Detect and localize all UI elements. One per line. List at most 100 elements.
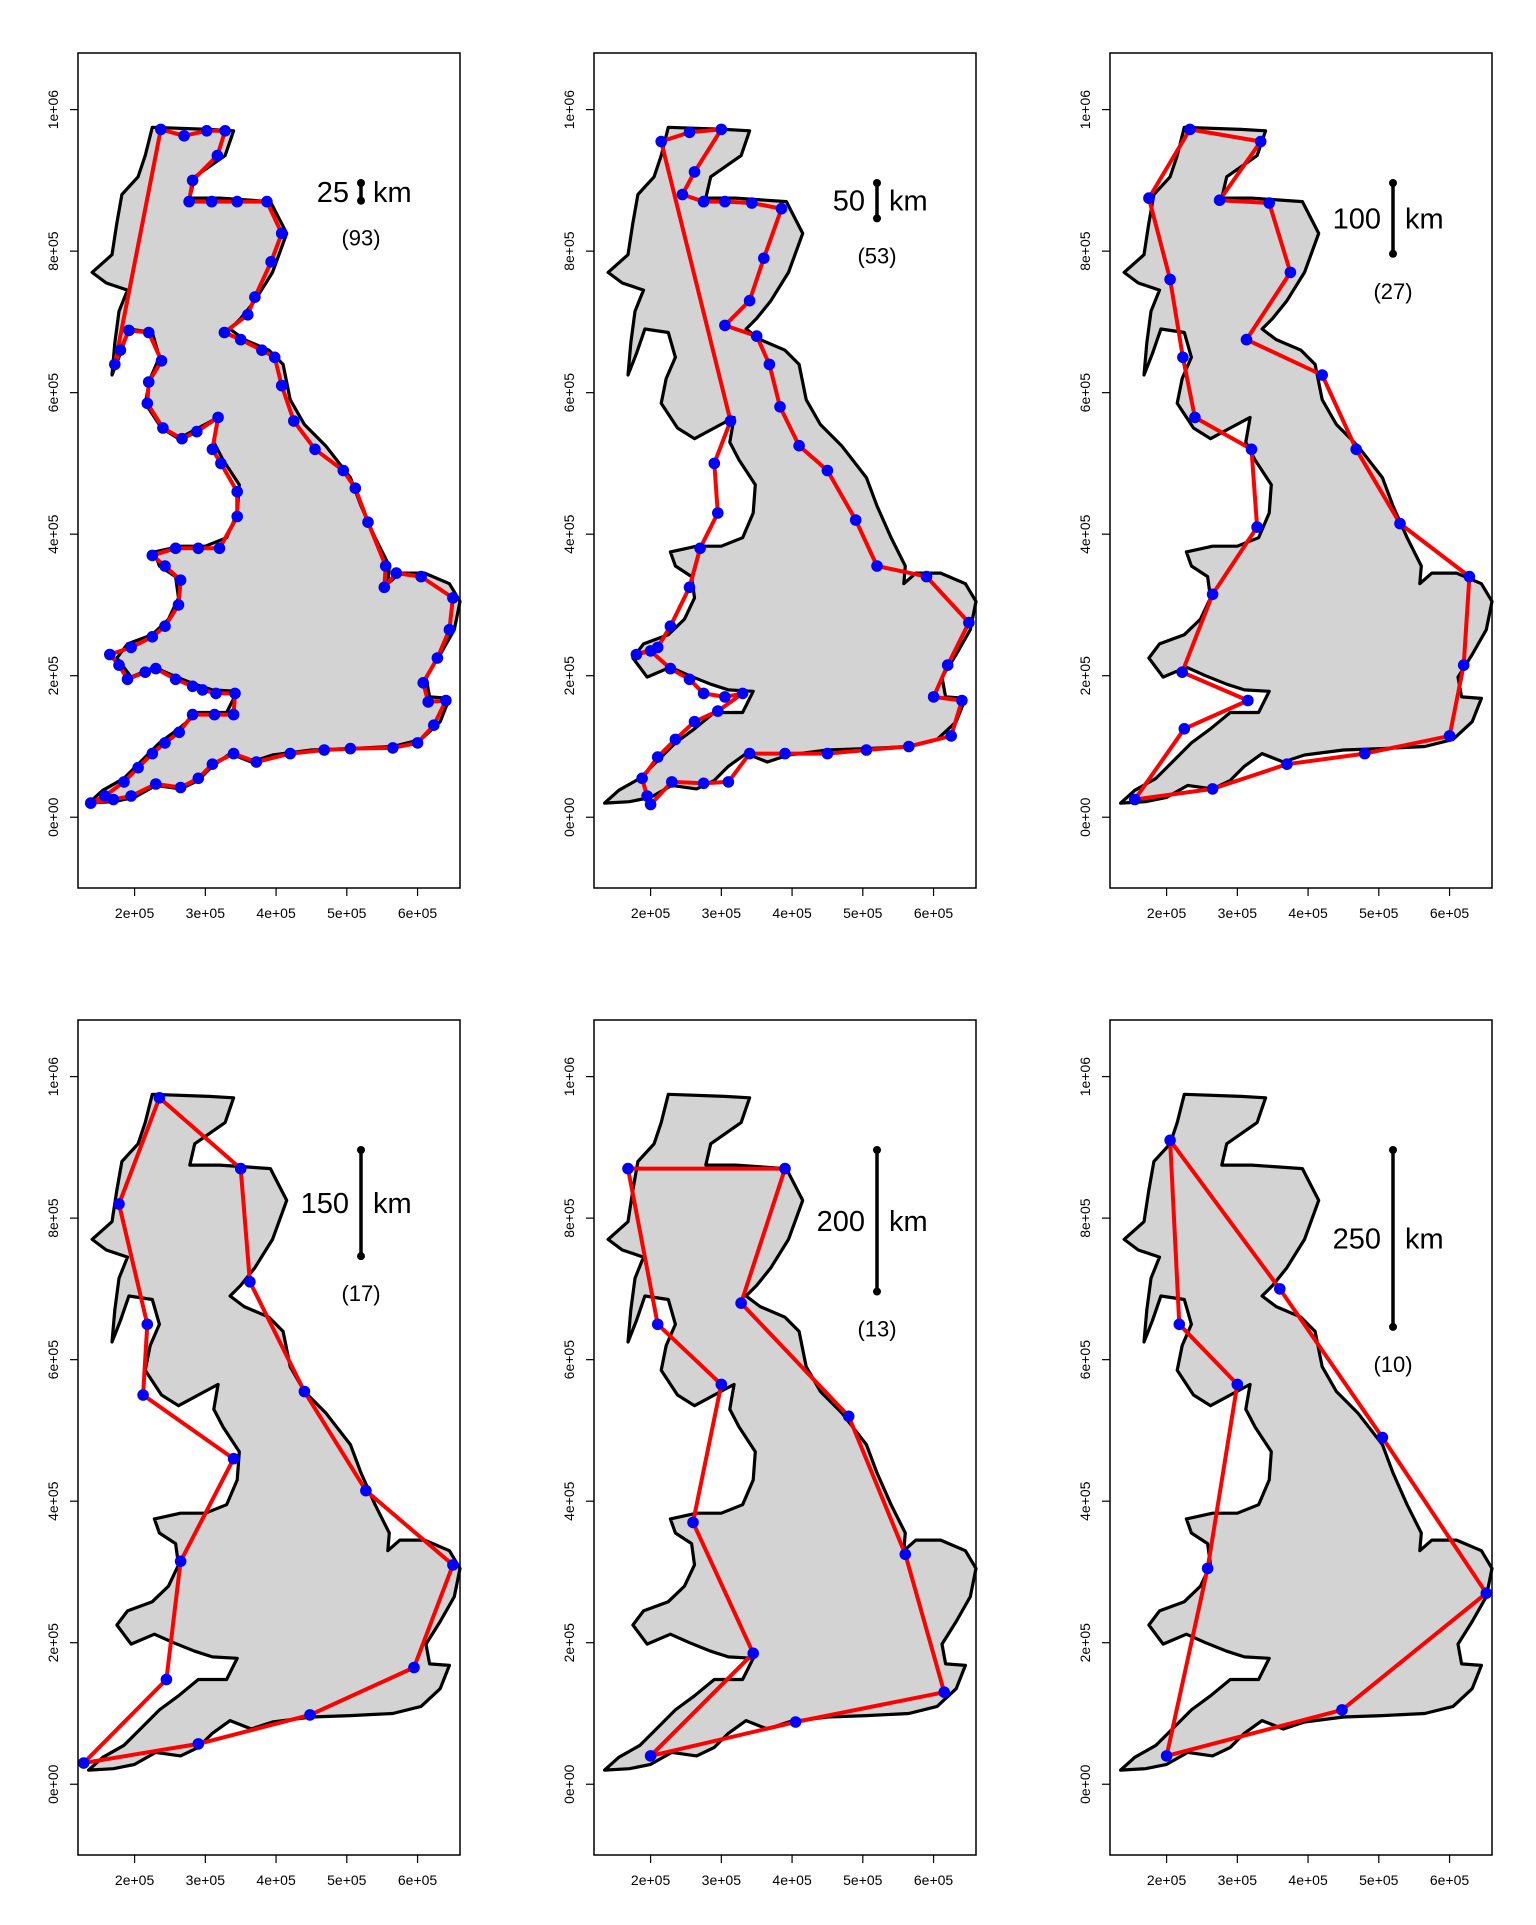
scale-bar-end — [1389, 1322, 1397, 1331]
y-tick-label: 1e+06 — [1077, 90, 1093, 130]
vertex-point-18 — [849, 514, 862, 526]
vertex-point-3 — [1376, 1431, 1389, 1444]
x-tick-label: 4e+05 — [1288, 1872, 1328, 1888]
panel-2: 2e+05 3e+05 4e+05 5e+05 6e+05 0e+00 2e+05 4e+05… — [561, 52, 978, 921]
scale-unit-label: km — [373, 177, 412, 209]
scale-unit-label: km — [889, 1206, 928, 1238]
x-tick-label: 4e+05 — [256, 1872, 296, 1888]
scale-value-label: 150 — [301, 1188, 349, 1220]
vertex-point-44 — [192, 772, 205, 785]
vertex-point-24 — [956, 694, 968, 707]
vertex-point-12 — [719, 319, 731, 332]
vertex-point-14 — [137, 1389, 149, 1401]
vertex-point-89 — [155, 355, 168, 367]
vertex-point-22 — [337, 464, 350, 477]
scale-bar-end — [357, 1146, 365, 1154]
vertex-point-6 — [1160, 1750, 1173, 1762]
scale-bar-end — [873, 1287, 881, 1296]
vertex-point-3 — [735, 1297, 747, 1309]
vertex-point-72 — [172, 599, 185, 611]
vertex-point-46 — [150, 778, 162, 790]
vertex-point-26 — [903, 740, 915, 753]
vertex-point-23 — [927, 691, 940, 703]
y-tick-label: 0e+00 — [45, 1764, 61, 1804]
y-tick-label: 0e+00 — [561, 1764, 577, 1804]
vertex-point-6 — [697, 195, 710, 208]
vertex-point-22 — [1245, 443, 1258, 456]
vertex-point-65 — [139, 666, 151, 678]
vertex-point-39 — [318, 744, 331, 756]
vertex-count-label: (13) — [857, 1317, 896, 1342]
vertex-point-11 — [1457, 659, 1470, 671]
y-tick-label: 2e+05 — [561, 656, 577, 696]
y-tick-label: 4e+05 — [561, 514, 577, 554]
x-tick-label: 2e+05 — [115, 905, 155, 921]
y-tick-label: 4e+05 — [1077, 514, 1093, 554]
vertex-point-15 — [774, 401, 786, 413]
vertex-point-23 — [349, 482, 362, 495]
vertex-point-69 — [125, 641, 137, 654]
vertex-point-4 — [298, 1385, 311, 1398]
vertex-point-1 — [1184, 123, 1196, 136]
vertex-point-16 — [793, 439, 805, 452]
vertex-point-2 — [1274, 1283, 1286, 1295]
vertex-point-29 — [779, 747, 791, 760]
vertex-point-6 — [447, 1559, 459, 1571]
vertex-point-4 — [1263, 197, 1275, 209]
vertex-point-9 — [1173, 1318, 1186, 1331]
vertex-point-33 — [422, 696, 435, 708]
y-tick-label: 1e+06 — [561, 1057, 577, 1097]
vertex-point-19 — [871, 560, 883, 572]
vertex-point-9 — [747, 1647, 759, 1660]
vertex-point-53 — [146, 747, 159, 760]
vertex-point-45 — [664, 662, 677, 675]
vertex-point-10 — [687, 1516, 699, 1529]
y-tick-label: 0e+00 — [45, 797, 61, 837]
vertex-point-5 — [899, 1548, 912, 1561]
scale-unit-label: km — [889, 186, 928, 218]
vertex-point-8 — [1231, 1378, 1244, 1391]
vertex-point-26 — [378, 581, 391, 594]
vertex-point-54 — [724, 415, 737, 427]
vertex-point-16 — [113, 1198, 125, 1210]
vertex-point-11 — [743, 294, 756, 307]
vertex-point-3 — [244, 1276, 256, 1288]
vertex-point-54 — [159, 737, 171, 749]
x-tick-label: 4e+05 — [772, 905, 812, 921]
vertex-point-56 — [186, 708, 199, 721]
scale-bar-end — [873, 179, 881, 187]
vertex-point-42 — [227, 747, 240, 760]
panel-1: 2e+05 3e+05 4e+05 5e+05 6e+05 0e+00 2e+05 4e+05… — [45, 52, 462, 921]
x-tick-label: 3e+05 — [1218, 1872, 1258, 1888]
scale-value-label: 200 — [817, 1206, 865, 1238]
y-tick-label: 6e+05 — [45, 1340, 61, 1380]
y-tick-label: 4e+05 — [45, 1481, 61, 1521]
vertex-point-28 — [415, 570, 427, 583]
vertex-point-25 — [1164, 273, 1176, 286]
x-tick-label: 6e+05 — [914, 1872, 954, 1888]
vertex-point-31 — [722, 776, 735, 788]
simplified-polygon — [88, 127, 455, 806]
vertex-point-30 — [743, 747, 756, 760]
y-tick-label: 6e+05 — [45, 373, 61, 413]
vertex-point-66 — [121, 673, 134, 686]
vertex-point-4 — [688, 166, 701, 178]
vertex-point-14 — [763, 358, 776, 371]
vertex-point-10 — [261, 195, 273, 208]
vertex-point-3 — [200, 125, 213, 137]
vertex-point-5 — [1284, 266, 1297, 279]
scale-value-label: 50 — [833, 186, 865, 218]
vertex-point-10 — [758, 252, 770, 264]
vertex-point-76 — [169, 542, 182, 555]
x-tick-label: 5e+05 — [1359, 905, 1399, 921]
vertex-point-8 — [1350, 443, 1362, 456]
vertex-point-10 — [77, 1757, 90, 1769]
vertex-point-7 — [408, 1661, 420, 1674]
vertex-point-32 — [417, 677, 430, 689]
simplified-polygon — [1164, 1138, 1489, 1758]
vertex-point-14 — [1281, 758, 1293, 770]
x-tick-label: 2e+05 — [1147, 1872, 1187, 1888]
vertex-point-27 — [390, 567, 403, 579]
vertex-point-4 — [1480, 1587, 1493, 1599]
